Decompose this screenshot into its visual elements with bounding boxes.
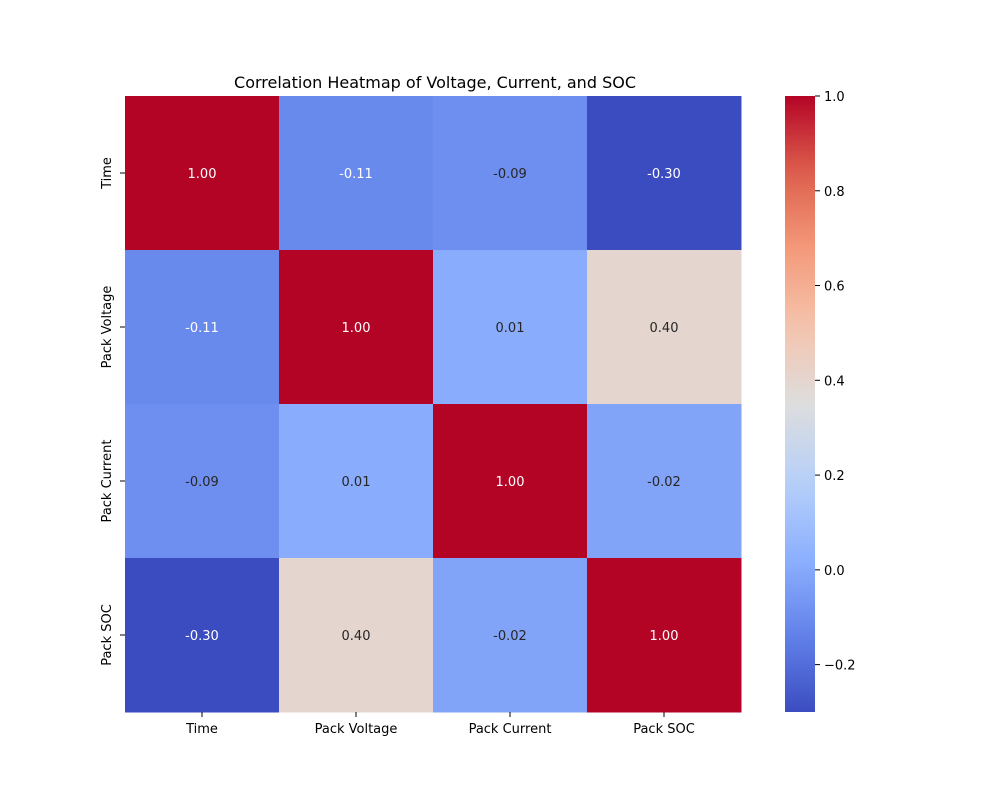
cell-value-label-2-2: 1.00 [496,475,525,490]
heatmap-cell-3-3 [587,558,742,713]
cell-value-label-3-0: -0.30 [185,629,219,644]
heatmap-cell-2-1 [279,404,434,559]
heatmap-cell-1-0 [125,250,280,405]
heatmap-cell-3-0 [125,558,280,713]
heatmap-cells: 1.00 -0.11 -0.09 -0.30 -0.11 1.00 0.01 0.40 -0.0… [125,96,742,713]
x-tick-label-0: Time [185,722,218,737]
cell-value-label-3-3: 1.00 [650,629,679,644]
cell-value-label-3-1: 0.40 [342,629,371,644]
colorbar-tick-label-1: 0.0 [824,564,845,579]
cell-value-label-0-0: 1.00 [188,167,217,182]
heatmap-cell-0-0 [125,96,280,251]
cell-value-label-1-2: 0.01 [496,321,525,336]
heatmap-cell-1-2 [433,250,588,405]
colorbar-tick-label-0: −0.2 [824,659,856,674]
y-tick-label-3: Pack SOC [100,604,115,666]
cell-value-label-0-1: -0.11 [339,167,373,182]
heatmap-cell-3-1 [279,558,434,713]
heatmap-cell-2-3 [587,404,742,559]
x-tick-label-1: Pack Voltage [315,722,398,737]
colorbar: −0.2 0.0 0.2 0.4 0.6 0.8 1.0 [785,90,856,712]
cell-value-label-3-2: -0.02 [493,629,527,644]
heatmap-cell-2-0 [125,404,280,559]
x-axis: Time Pack Voltage Pack Current Pack SOC [185,712,695,737]
heatmap-cell-0-2 [433,96,588,251]
colorbar-tick-label-5: 0.8 [824,185,845,200]
cell-value-label-0-2: -0.09 [493,167,527,182]
colorbar-tick-label-3: 0.4 [824,374,845,389]
cell-value-label-1-1: 1.00 [342,321,371,336]
x-tick-label-2: Pack Current [469,722,552,737]
chart-title: Correlation Heatmap of Voltage, Current,… [234,73,636,92]
heatmap-cell-1-3 [587,250,742,405]
cell-value-label-2-3: -0.02 [647,475,681,490]
x-tick-label-3: Pack SOC [633,722,695,737]
cell-value-label-1-3: 0.40 [650,321,679,336]
cell-value-label-2-1: 0.01 [342,475,371,490]
heatmap-cell-0-3 [587,96,742,251]
heatmap-cell-2-2 [433,404,588,559]
cell-value-label-2-0: -0.09 [185,475,219,490]
heatmap-cell-3-2 [433,558,588,713]
y-tick-label-0: Time [100,157,115,190]
cell-value-label-0-3: -0.30 [647,167,681,182]
y-tick-label-1: Pack Voltage [100,286,115,369]
y-axis: Time Pack Voltage Pack Current Pack SOC [100,157,125,666]
y-tick-label-2: Pack Current [100,440,115,523]
colorbar-tick-label-4: 0.6 [824,280,845,295]
colorbar-tick-label-6: 1.0 [824,90,845,105]
heatmap-cell-1-1 [279,250,434,405]
colorbar-gradient [785,96,815,712]
cell-value-label-1-0: -0.11 [185,321,219,336]
colorbar-tick-label-2: 0.2 [824,469,845,484]
heatmap-cell-0-1 [279,96,434,251]
